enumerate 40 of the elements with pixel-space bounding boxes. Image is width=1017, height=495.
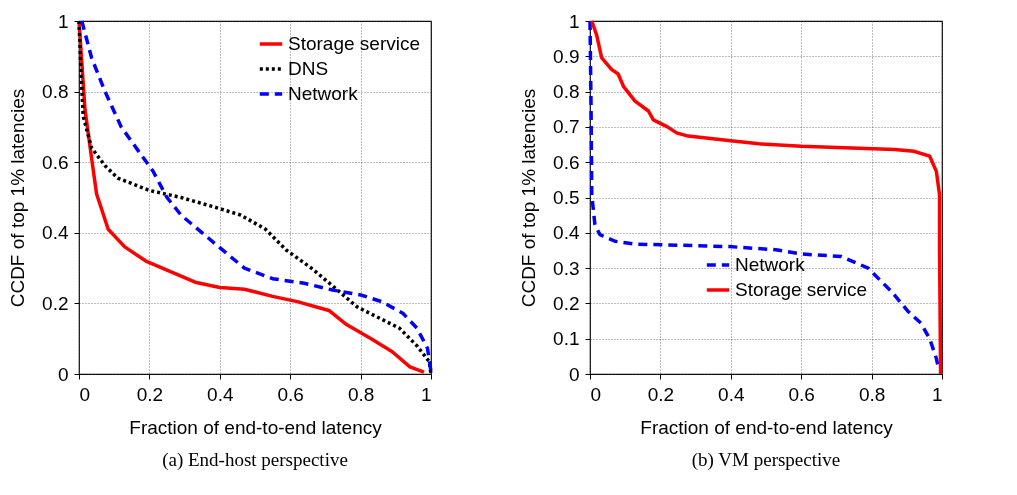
y-tick-label: 0.3: [553, 257, 580, 279]
y-tick-label: 0: [568, 363, 580, 385]
x-tick-label: 0: [79, 383, 91, 405]
y-tick-label: 1: [568, 10, 580, 32]
y-tick-label: 0.6: [42, 151, 69, 173]
x-tick-label: 1: [931, 383, 943, 405]
y-axis-title: CCDF of top 1% latencies: [518, 88, 540, 308]
x-axis-title: Fraction of end-to-end latency: [129, 416, 383, 438]
legend-label: Storage service: [735, 279, 868, 300]
y-tick-label: 1: [57, 10, 69, 32]
y-tick-label: 0.1: [553, 328, 580, 350]
y-tick-label: 0.2: [42, 292, 69, 314]
legend-label: DNS: [288, 58, 329, 79]
y-tick-label: 0: [57, 363, 69, 385]
x-tick-label: 1: [420, 383, 432, 405]
x-tick-label: 0.2: [136, 383, 164, 405]
y-tick-label: 0.8: [553, 81, 580, 103]
x-axis-title: Fraction of end-to-end latency: [640, 416, 894, 438]
y-tick-label: 0.5: [553, 187, 580, 208]
y-tick-label: 0.4: [553, 222, 580, 244]
x-tick-label: 0.4: [718, 383, 745, 405]
y-tick-label: 0.6: [553, 151, 580, 173]
y-tick-label: 0.4: [42, 222, 69, 244]
x-tick-label: 0.8: [858, 383, 886, 405]
x-tick-label: 0.6: [277, 383, 304, 405]
y-tick-label: 0.7: [553, 116, 580, 138]
x-tick-label: 0.6: [788, 383, 815, 405]
y-tick-label: 0.2: [553, 292, 580, 314]
x-tick-label: 0.4: [207, 383, 234, 405]
legend-label: Network: [288, 83, 359, 104]
y-tick-label: 0.9: [553, 45, 580, 67]
x-tick-label: 0.2: [647, 383, 675, 405]
y-axis-title: CCDF of top 1% latencies: [7, 88, 29, 308]
x-tick-label: 0.8: [347, 383, 375, 405]
text: (b) VM perspective: [691, 449, 841, 471]
text: (a) End-host perspective: [162, 449, 348, 471]
x-tick-label: 0: [590, 383, 602, 405]
y-tick-label: 0.8: [42, 81, 69, 103]
legend-label: Storage service: [288, 33, 421, 54]
legend-label: Network: [735, 254, 806, 275]
